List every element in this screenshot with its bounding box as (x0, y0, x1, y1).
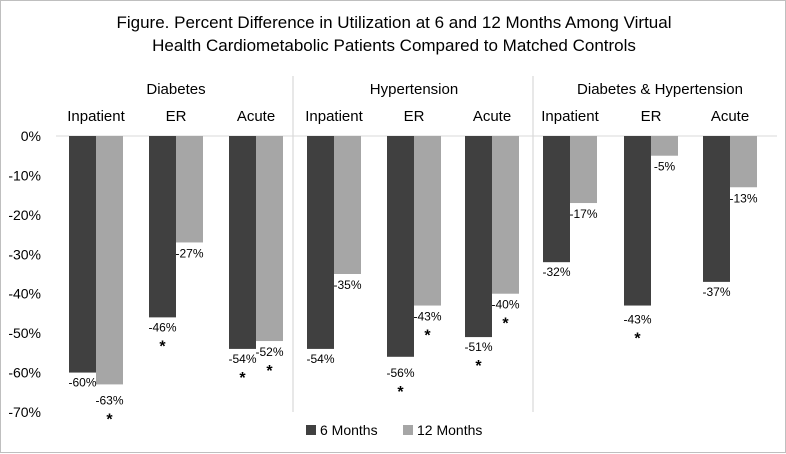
bar-12-months-diabetes-inpatient (96, 136, 123, 385)
data-label-6-months-hypertension-er: -56% (386, 366, 414, 380)
data-label-12-months-diabetes-and-hypertension-acute: -13% (729, 191, 757, 205)
category-label-diabetes-and-hypertension-inpatient: Inpatient (541, 108, 599, 125)
data-label-6-months-diabetes-er: -46% (148, 320, 176, 334)
y-tick-label: -50% (8, 325, 41, 341)
group-label-diabetes: Diabetes (146, 81, 205, 98)
y-tick-label: -40% (8, 286, 41, 302)
data-label-12-months-hypertension-inpatient: -35% (333, 278, 361, 292)
significance-star-6-months-hypertension-er: * (397, 384, 404, 401)
significance-star-12-months-diabetes-inpatient: * (106, 411, 113, 428)
data-label-12-months-diabetes-and-hypertension-er: -5% (654, 160, 676, 174)
y-tick-label: -70% (8, 404, 41, 420)
bar-6-months-diabetes-and-hypertension-acute (703, 136, 730, 282)
bar-6-months-hypertension-acute (465, 136, 492, 338)
data-label-6-months-diabetes-and-hypertension-er: -43% (623, 313, 651, 327)
data-label-6-months-hypertension-acute: -51% (464, 340, 492, 354)
legend-label-12-months: 12 Months (417, 422, 482, 438)
group-label-diabetes-hypertension: Diabetes & Hypertension (577, 81, 743, 98)
category-label-diabetes-er: ER (166, 108, 187, 125)
data-label-12-months-diabetes-er: -27% (175, 246, 203, 260)
bar-6-months-diabetes-er (149, 136, 176, 318)
y-tick-label: -60% (8, 365, 41, 381)
data-label-12-months-diabetes-acute: -52% (255, 345, 283, 359)
data-label-6-months-hypertension-inpatient: -54% (306, 352, 334, 366)
data-label-12-months-diabetes-and-hypertension-inpatient: -17% (569, 207, 597, 221)
significance-star-12-months-diabetes-acute: * (266, 363, 273, 380)
bar-12-months-hypertension-acute (492, 136, 519, 294)
bar-12-months-diabetes-and-hypertension-inpatient (570, 136, 597, 204)
bar-6-months-diabetes-and-hypertension-inpatient (543, 136, 570, 263)
significance-star-6-months-diabetes-acute: * (239, 370, 246, 387)
data-label-6-months-diabetes-and-hypertension-acute: -37% (702, 285, 730, 299)
significance-star-12-months-hypertension-acute: * (502, 316, 509, 333)
significance-star-6-months-diabetes-er: * (159, 338, 166, 355)
data-label-12-months-diabetes-inpatient: -63% (95, 393, 123, 407)
significance-star-6-months-diabetes-and-hypertension-er: * (634, 331, 641, 348)
chart-title-line-2: Health Cardiometabolic Patients Compared… (152, 36, 636, 55)
data-label-6-months-diabetes-and-hypertension-inpatient: -32% (542, 265, 570, 279)
bar-12-months-hypertension-er (414, 136, 441, 306)
y-tick-label: -20% (8, 207, 41, 223)
legend-swatch-12-months (403, 425, 413, 435)
bar-12-months-diabetes-er (176, 136, 203, 243)
bar-12-months-diabetes-and-hypertension-acute (730, 136, 757, 188)
significance-star-6-months-hypertension-acute: * (475, 358, 482, 375)
bar-6-months-diabetes-and-hypertension-er (624, 136, 651, 306)
bar-6-months-hypertension-inpatient (307, 136, 334, 349)
significance-star-12-months-hypertension-er: * (424, 328, 431, 345)
y-tick-label: 0% (21, 128, 41, 144)
group-label-hypertension: Hypertension (370, 81, 458, 98)
category-label-diabetes-and-hypertension-acute: Acute (711, 108, 749, 125)
data-label-6-months-diabetes-inpatient: -60% (68, 376, 96, 390)
bar-12-months-diabetes-acute (256, 136, 283, 342)
legend-swatch-6-months (306, 425, 316, 435)
category-label-hypertension-er: ER (404, 108, 425, 125)
data-label-12-months-hypertension-er: -43% (413, 310, 441, 324)
y-tick-label: -10% (8, 167, 41, 183)
category-label-diabetes-acute: Acute (237, 108, 275, 125)
category-label-diabetes-and-hypertension-er: ER (641, 108, 662, 125)
category-label-hypertension-acute: Acute (473, 108, 511, 125)
bar-6-months-diabetes-inpatient (69, 136, 96, 373)
bar-12-months-hypertension-inpatient (334, 136, 361, 274)
data-label-6-months-diabetes-acute: -54% (228, 352, 256, 366)
bar-12-months-diabetes-and-hypertension-er (651, 136, 678, 156)
y-tick-label: -30% (8, 246, 41, 262)
data-label-12-months-hypertension-acute: -40% (491, 298, 519, 312)
chart-title-line-1: Figure. Percent Difference in Utilizatio… (116, 13, 671, 32)
category-label-diabetes-inpatient: Inpatient (67, 108, 125, 125)
bar-6-months-hypertension-er (387, 136, 414, 357)
category-label-hypertension-inpatient: Inpatient (305, 108, 363, 125)
legend-label-6-months: 6 Months (320, 422, 378, 438)
bar-6-months-diabetes-acute (229, 136, 256, 349)
